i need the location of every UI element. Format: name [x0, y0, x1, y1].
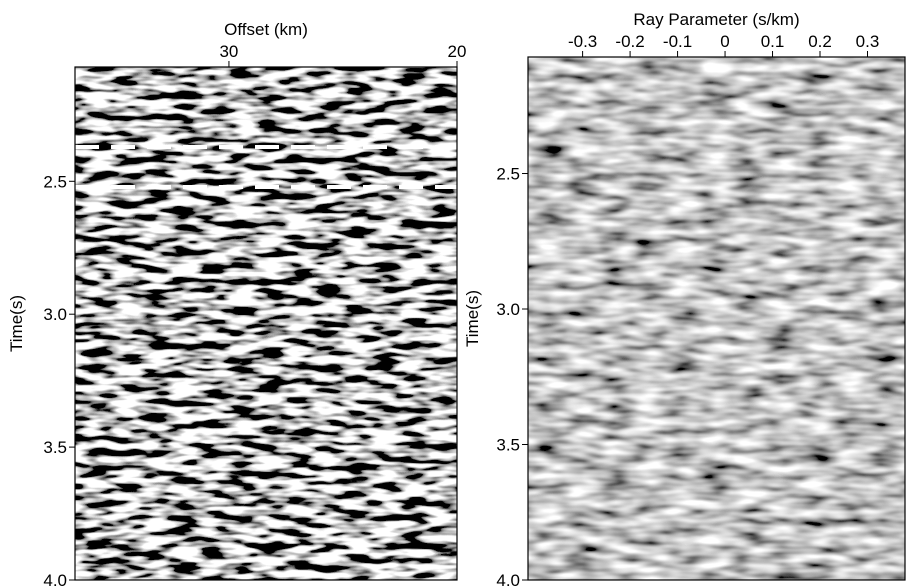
y-tick-label: 2.5 — [43, 172, 67, 191]
x-tick-label: -0.2 — [615, 32, 644, 51]
y-tick-label: 4.0 — [496, 571, 520, 588]
x-tick-label: 30 — [219, 42, 238, 61]
y-tick-label: 4.0 — [43, 571, 67, 588]
y-axis-label: Time(s) — [7, 295, 26, 352]
y-tick-label: 3.5 — [496, 436, 520, 455]
x-tick-label: -0.1 — [663, 32, 692, 51]
y-tick-label: 3.0 — [43, 305, 67, 324]
plot-frame — [74, 66, 458, 581]
x-axis-label: Offset (km) — [224, 20, 308, 39]
x-tick-label: -0.3 — [568, 32, 597, 51]
y-tick-label: 3.5 — [43, 438, 67, 457]
x-tick-label: 0.2 — [808, 32, 832, 51]
x-tick-label: 0 — [720, 32, 729, 51]
x-axis-label: Ray Parameter (s/km) — [633, 10, 799, 29]
y-axis-label: Time(s) — [463, 290, 482, 347]
plot-frame — [527, 56, 906, 581]
x-tick-label: 20 — [448, 42, 467, 61]
y-tick-label: 3.0 — [496, 300, 520, 319]
seismic-image — [75, 67, 457, 580]
y-tick-label: 2.5 — [496, 165, 520, 184]
seismic-image — [528, 57, 905, 580]
x-tick-label: 0.1 — [761, 32, 785, 51]
x-tick-label: 0.3 — [856, 32, 880, 51]
